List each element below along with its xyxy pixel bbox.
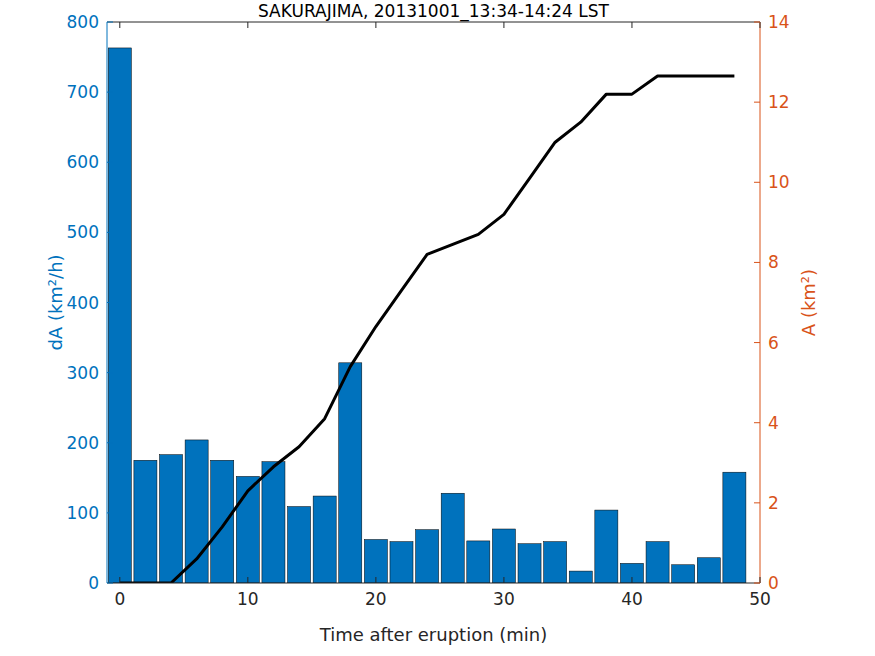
y2-tick [754, 262, 760, 263]
x-tick-top [119, 22, 120, 28]
y-tick [107, 512, 113, 513]
bar [646, 542, 669, 583]
bar [134, 460, 157, 583]
y2-tick-label: 14 [768, 12, 790, 32]
y-tick-label: 400 [67, 293, 99, 313]
bar [544, 542, 567, 583]
y2-tick [754, 22, 760, 23]
x-tick-top [375, 22, 376, 28]
frame-top [107, 22, 760, 23]
bar [108, 48, 131, 583]
y-tick-label: 100 [67, 503, 99, 523]
y-label: dA (km²/h) [45, 254, 66, 350]
x-tick-label: 0 [114, 589, 125, 609]
y-tick-label: 700 [67, 82, 99, 102]
plot-area [107, 22, 760, 583]
bar [390, 542, 413, 583]
y-tick [107, 302, 113, 303]
y-tick [107, 232, 113, 233]
line [120, 76, 735, 583]
y2-tick [754, 583, 760, 584]
y2-label: A (km²) [798, 269, 819, 336]
bar [185, 440, 208, 583]
bar [518, 544, 541, 583]
x-tick [119, 577, 120, 583]
chart: 0102030405001002003004005006007008000246… [0, 0, 875, 656]
y-tick-label: 300 [67, 363, 99, 383]
y-tick [107, 162, 113, 163]
y2-tick [754, 182, 760, 183]
y2-tick [754, 342, 760, 343]
x-label: Time after eruption (min) [319, 624, 548, 645]
x-tick-top [760, 22, 761, 28]
title: SAKURAJIMA, 20131001_13:34-14:24 LST [258, 1, 610, 22]
y2-axis [760, 22, 761, 583]
bar [723, 472, 746, 583]
x-tick-top [503, 22, 504, 28]
bar [288, 507, 311, 583]
y2-tick-label: 6 [768, 333, 779, 353]
y2-tick [754, 502, 760, 503]
y2-tick-label: 8 [768, 252, 779, 272]
y2-tick-label: 4 [768, 413, 779, 433]
bar [211, 460, 234, 583]
x-tick-label: 10 [237, 589, 259, 609]
bar [467, 541, 490, 583]
y-tick [107, 92, 113, 93]
bar [339, 363, 362, 583]
y2-tick [754, 102, 760, 103]
bar [620, 563, 643, 583]
y-tick [107, 442, 113, 443]
x-tick-label: 40 [621, 589, 643, 609]
bar [595, 510, 618, 583]
y2-tick-label: 12 [768, 92, 790, 112]
y-tick [107, 372, 113, 373]
bar [492, 529, 515, 583]
y-tick-label: 500 [67, 222, 99, 242]
y-tick-label: 0 [88, 573, 99, 593]
bar [262, 462, 285, 583]
x-tick-label: 20 [365, 589, 387, 609]
y-tick [107, 22, 113, 23]
data-group [108, 48, 746, 583]
y-tick-label: 200 [67, 433, 99, 453]
y2-tick-label: 0 [768, 573, 779, 593]
bar [672, 565, 695, 583]
x-tick [760, 577, 761, 583]
bar [697, 558, 720, 583]
x-tick [247, 577, 248, 583]
y2-tick-label: 2 [768, 493, 779, 513]
x-tick-top [631, 22, 632, 28]
x-axis [107, 583, 760, 584]
bar [159, 455, 182, 583]
x-tick [375, 577, 376, 583]
bar [441, 493, 464, 583]
x-tick [631, 577, 632, 583]
bar [416, 530, 439, 583]
x-tick-label: 30 [493, 589, 515, 609]
x-tick [503, 577, 504, 583]
y2-tick [754, 422, 760, 423]
bar [569, 571, 592, 583]
bar [313, 496, 336, 583]
y-tick-label: 600 [67, 152, 99, 172]
bar [364, 540, 387, 583]
y2-tick-label: 10 [768, 172, 790, 192]
y-tick-label: 800 [67, 12, 99, 32]
y-tick [107, 583, 113, 584]
x-tick-top [247, 22, 248, 28]
